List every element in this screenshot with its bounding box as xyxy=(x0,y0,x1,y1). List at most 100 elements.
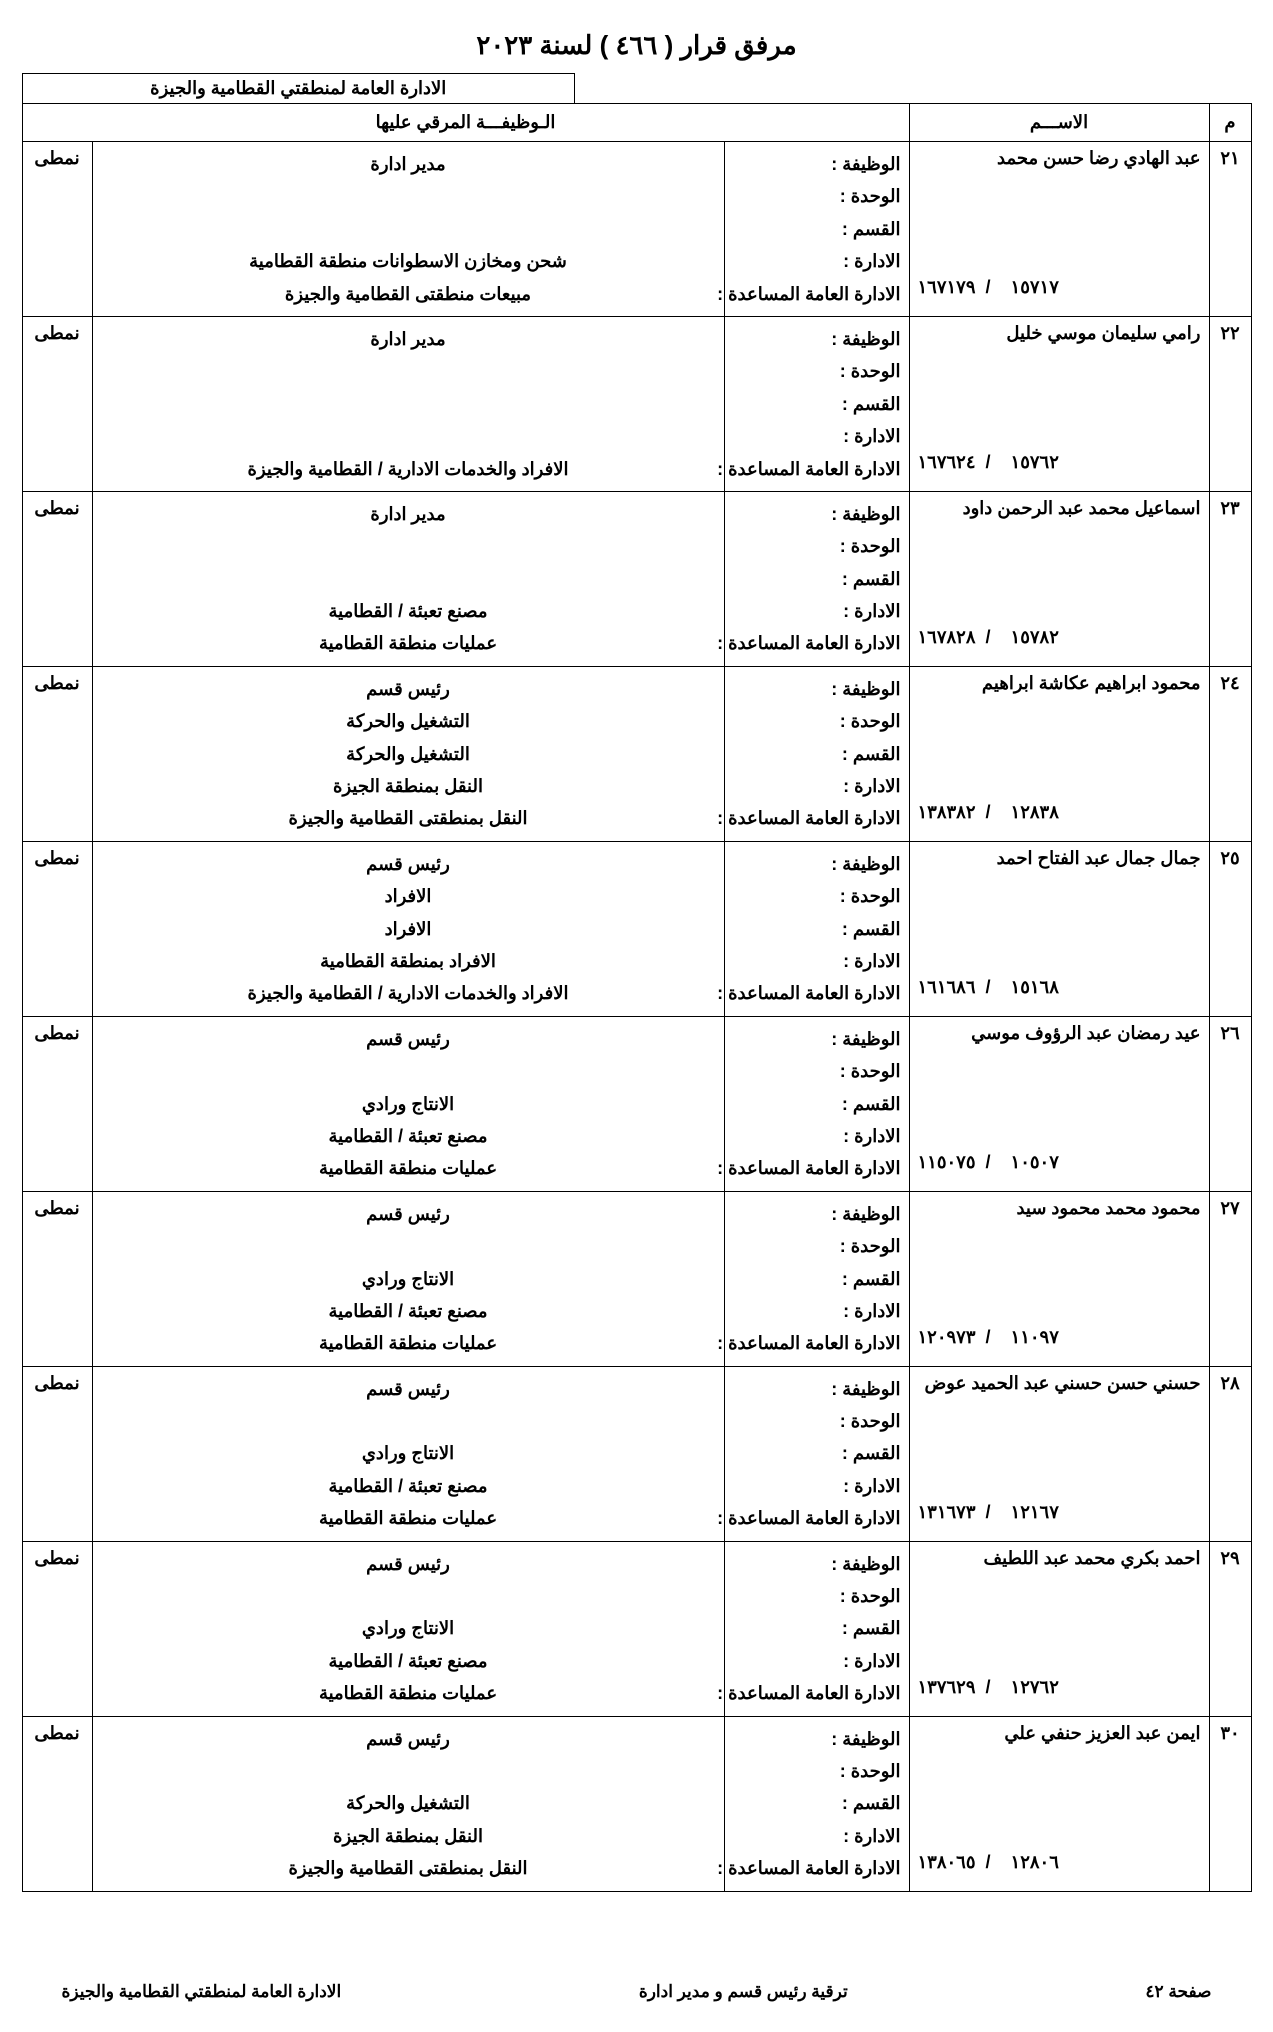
field-value xyxy=(101,1055,716,1087)
field-value: الافراد بمنطقة القطامية xyxy=(101,945,716,977)
field-value: شحن ومخازن الاسطوانات منطقة القطامية xyxy=(101,245,716,277)
page-footer: صفحة ٤٢ ترقية رئيس قسم و مدير ادارة الاد… xyxy=(22,1982,1252,2002)
employee-codes: ١٠٥٠٧ / ١١٥٠٧٥ xyxy=(918,1102,1201,1173)
field-value: التشغيل والحركة xyxy=(101,705,716,737)
field-label: الوظيفة : xyxy=(733,673,901,705)
col-name: الاســـم xyxy=(909,104,1209,142)
field-label: الوحدة : xyxy=(733,530,901,562)
field-label: الادارة : xyxy=(733,595,901,627)
field-value: الانتاج ورادي xyxy=(101,1088,716,1120)
field-value: رئيس قسم xyxy=(101,848,716,880)
employee-name: محمود محمد محمود سيد xyxy=(918,1198,1201,1219)
field-value: رئيس قسم xyxy=(101,1373,716,1405)
field-label: القسم : xyxy=(733,913,901,945)
type-cell: نمطى xyxy=(22,841,92,1016)
field-value xyxy=(101,355,716,387)
field-values-cell: رئيس قسم الانتاج وراديمصنع تعبئة / القطا… xyxy=(92,1016,724,1191)
field-value xyxy=(101,1755,716,1787)
field-values-cell: رئيس قسم الانتاج وراديمصنع تعبئة / القطا… xyxy=(92,1366,724,1541)
field-label: الادارة : xyxy=(733,945,901,977)
seq-cell: ٢٩ xyxy=(1209,1541,1251,1716)
field-labels-cell: الوظيفة :الوحدة :القسم :الادارة :الادارة… xyxy=(724,841,909,1016)
field-label: الادارة : xyxy=(733,770,901,802)
field-label: الادارة : xyxy=(733,245,901,277)
field-labels-cell: الوظيفة :الوحدة :القسم :الادارة :الادارة… xyxy=(724,142,909,317)
field-label: القسم : xyxy=(733,1787,901,1819)
table-row: ٢٣اسماعيل محمد عبد الرحمن داود١٥٧٨٢ / ١٦… xyxy=(22,491,1251,666)
field-label: الادارة العامة المساعدة : xyxy=(733,1677,901,1709)
field-value: الانتاج ورادي xyxy=(101,1437,716,1469)
field-label: الوحدة : xyxy=(733,1405,901,1437)
field-label: الوظيفة : xyxy=(733,1548,901,1580)
employee-codes: ١٢٧٦٢ / ١٣٧٦٢٩ xyxy=(918,1627,1201,1698)
page: مرفق قرار ( ٤٦٦ ) لسنة ٢٠٢٣ الادارة العا… xyxy=(22,30,1252,2002)
name-cell: عيد رمضان عبد الرؤوف موسي١٠٥٠٧ / ١١٥٠٧٥ xyxy=(909,1016,1209,1191)
field-label: الادارة العامة المساعدة : xyxy=(733,278,901,310)
field-value xyxy=(101,388,716,420)
field-label: الادارة العامة المساعدة : xyxy=(733,802,901,834)
employee-codes: ١٥٧١٧ / ١٦٧١٧٩ xyxy=(918,227,1201,298)
field-value: رئيس قسم xyxy=(101,673,716,705)
employee-codes: ١٥٧٦٢ / ١٦٧٦٢٤ xyxy=(918,402,1201,473)
employee-name: اسماعيل محمد عبد الرحمن داود xyxy=(918,498,1201,519)
table-row: ٢٨حسني حسن حسني عبد الحميد عوض١٢١٦٧ / ١٣… xyxy=(22,1366,1251,1541)
field-value: مصنع تعبئة / القطامية xyxy=(101,1120,716,1152)
field-label: القسم : xyxy=(733,1612,901,1644)
field-labels-cell: الوظيفة :الوحدة :القسم :الادارة :الادارة… xyxy=(724,666,909,841)
field-label: الادارة العامة المساعدة : xyxy=(733,1502,901,1534)
field-value: عمليات منطقة القطامية xyxy=(101,1677,716,1709)
field-values-cell: مدير ادارة شحن ومخازن الاسطوانات منطقة ا… xyxy=(92,142,724,317)
table-row: ٢١عبد الهادي رضا حسن محمد١٥٧١٧ / ١٦٧١٧٩ا… xyxy=(22,142,1251,317)
field-label: الوحدة : xyxy=(733,355,901,387)
field-label: الوظيفة : xyxy=(733,1023,901,1055)
field-label: الادارة : xyxy=(733,420,901,452)
name-cell: جمال جمال عبد الفتاح احمد١٥١٦٨ / ١٦١٦٨٦ xyxy=(909,841,1209,1016)
field-value: مدير ادارة xyxy=(101,323,716,355)
seq-cell: ٢١ xyxy=(1209,142,1251,317)
field-value: الافراد والخدمات الادارية / القطامية وال… xyxy=(101,977,716,1009)
field-value: الافراد والخدمات الادارية / القطامية وال… xyxy=(101,453,716,485)
field-value: النقل بمنطقة الجيزة xyxy=(101,770,716,802)
name-cell: ايمن عبد العزيز حنفي علي١٢٨٠٦ / ١٣٨٠٦٥ xyxy=(909,1716,1209,1891)
type-cell: نمطى xyxy=(22,1016,92,1191)
field-label: الادارة : xyxy=(733,1820,901,1852)
field-value xyxy=(101,530,716,562)
field-value: مصنع تعبئة / القطامية xyxy=(101,1470,716,1502)
name-cell: حسني حسن حسني عبد الحميد عوض١٢١٦٧ / ١٣١٦… xyxy=(909,1366,1209,1541)
field-label: الوحدة : xyxy=(733,1755,901,1787)
field-values-cell: مدير ادارة الافراد والخدمات الادارية / ا… xyxy=(92,316,724,491)
employees-table: م الاســـم الـوظيفـــة المرقي عليها ٢١عب… xyxy=(22,103,1252,1892)
col-seq: م xyxy=(1209,104,1251,142)
employee-name: عبد الهادي رضا حسن محمد xyxy=(918,148,1201,169)
field-label: الادارة العامة المساعدة : xyxy=(733,1852,901,1884)
field-value xyxy=(101,1230,716,1262)
field-value: مصنع تعبئة / القطامية xyxy=(101,595,716,627)
employee-codes: ١١٠٩٧ / ١٢٠٩٧٣ xyxy=(918,1277,1201,1348)
field-label: الادارة : xyxy=(733,1295,901,1327)
field-value: عمليات منطقة القطامية xyxy=(101,1327,716,1359)
field-label: القسم : xyxy=(733,213,901,245)
employee-codes: ١٥١٦٨ / ١٦١٦٨٦ xyxy=(918,927,1201,998)
field-label: الادارة العامة المساعدة : xyxy=(733,1152,901,1184)
field-label: الادارة العامة المساعدة : xyxy=(733,627,901,659)
field-labels-cell: الوظيفة :الوحدة :القسم :الادارة :الادارة… xyxy=(724,316,909,491)
table-row: ٢٦عيد رمضان عبد الرؤوف موسي١٠٥٠٧ / ١١٥٠٧… xyxy=(22,1016,1251,1191)
field-value: رئيس قسم xyxy=(101,1198,716,1230)
field-value: مبيعات منطقتى القطامية والجيزة xyxy=(101,278,716,310)
seq-cell: ٢٥ xyxy=(1209,841,1251,1016)
table-row: ٣٠ايمن عبد العزيز حنفي علي١٢٨٠٦ / ١٣٨٠٦٥… xyxy=(22,1716,1251,1891)
field-value: مصنع تعبئة / القطامية xyxy=(101,1645,716,1677)
seq-cell: ٢٢ xyxy=(1209,316,1251,491)
type-cell: نمطى xyxy=(22,491,92,666)
footer-page: صفحة ٤٢ xyxy=(1145,1982,1211,2002)
name-cell: رامي سليمان موسي خليل ١٥٧٦٢ / ١٦٧٦٢٤ xyxy=(909,316,1209,491)
name-cell: اسماعيل محمد عبد الرحمن داود١٥٧٨٢ / ١٦٧٨… xyxy=(909,491,1209,666)
field-value: رئيس قسم xyxy=(101,1023,716,1055)
name-cell: محمود ابراهيم عكاشة ابراهيم١٢٨٣٨ / ١٣٨٣٨… xyxy=(909,666,1209,841)
field-value: مدير ادارة xyxy=(101,148,716,180)
field-values-cell: رئيس قسم التشغيل والحركةالنقل بمنطقة الج… xyxy=(92,1716,724,1891)
field-label: الادارة : xyxy=(733,1645,901,1677)
employee-name: رامي سليمان موسي خليل xyxy=(918,323,1201,344)
seq-cell: ٢٨ xyxy=(1209,1366,1251,1541)
table-row: ٢٤محمود ابراهيم عكاشة ابراهيم١٢٨٣٨ / ١٣٨… xyxy=(22,666,1251,841)
